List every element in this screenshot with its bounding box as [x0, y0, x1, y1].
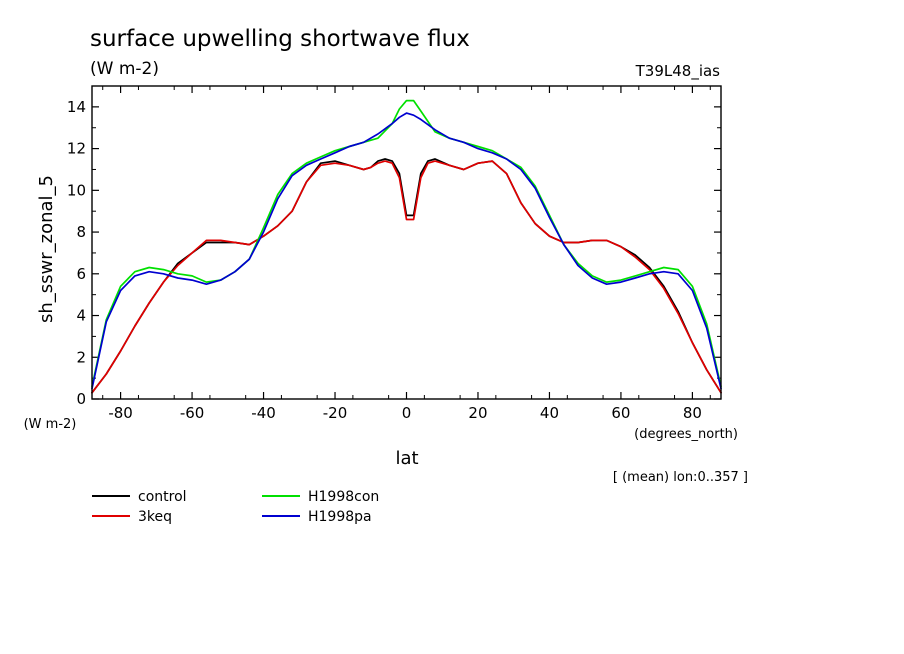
legend-label: H1998con: [308, 489, 379, 505]
legend-label: H1998pa: [308, 509, 372, 525]
legend-label: 3keq: [138, 509, 172, 525]
y-tick-label: 4: [76, 307, 86, 325]
chart-title: surface upwelling shortwave flux: [90, 26, 470, 52]
series-line-3keq: [91, 160, 722, 394]
y-tick-label: 6: [76, 265, 86, 283]
legend-label: control: [138, 489, 187, 505]
x-axis-units: (degrees_north): [634, 427, 738, 442]
tick-labels: -80 -60 -40 -20 0 20 40 60 80 0 2 4 6 8 10 12 14: [67, 98, 702, 422]
x-axis-label: lat: [395, 448, 418, 469]
chart-subtitle: (W m-2): [90, 59, 159, 79]
run-label: T39L48_ias: [635, 62, 721, 81]
x-tick-label: -40: [251, 404, 276, 422]
x-tick-label: 0: [402, 404, 412, 422]
x-tick-label: 40: [540, 404, 559, 422]
x-tick-label: 20: [468, 404, 487, 422]
footnote: [ (mean) lon:0..357 ]: [613, 470, 748, 485]
legend: control 3keq H1998con H1998pa: [92, 489, 379, 525]
series-line-h1998con: [91, 99, 722, 388]
y-tick-label: 0: [76, 390, 86, 408]
y-axis-units: (W m-2): [24, 417, 77, 432]
y-tick-label: 8: [76, 223, 86, 241]
y-tick-label: 10: [67, 181, 86, 199]
axis-ticks: [92, 86, 721, 400]
x-tick-label: -60: [180, 404, 205, 422]
y-tick-label: 14: [67, 98, 86, 116]
series-line-h1998pa: [91, 112, 722, 390]
x-tick-label: -20: [323, 404, 348, 422]
x-tick-label: 80: [683, 404, 702, 422]
series-lines: [91, 99, 722, 394]
plot-frame: [91, 85, 722, 400]
y-axis-label: sh_sswr_zonal_5: [36, 175, 57, 323]
x-tick-label: 60: [611, 404, 630, 422]
y-tick-label: 12: [67, 140, 86, 158]
y-tick-label: 2: [76, 348, 86, 366]
x-tick-label: -80: [108, 404, 133, 422]
